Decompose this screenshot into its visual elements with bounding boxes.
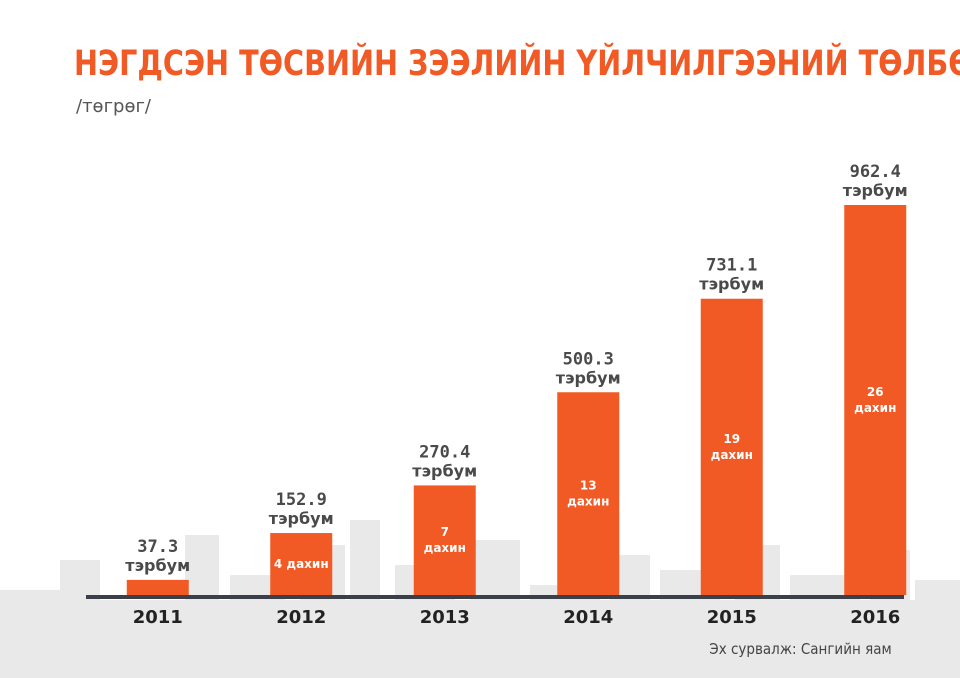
city-skyline-background bbox=[0, 520, 960, 678]
x-tick-label: 2016 bbox=[850, 607, 900, 628]
x-tick-label: 2013 bbox=[420, 607, 470, 628]
x-tick-label: 2015 bbox=[707, 607, 757, 628]
unit-label: тэрбум bbox=[412, 461, 477, 480]
x-tick-label: 2011 bbox=[133, 607, 183, 628]
bar bbox=[413, 485, 476, 595]
multiplier-label: 7 bbox=[441, 525, 449, 539]
bar bbox=[844, 205, 907, 595]
data-label: 270.4 bbox=[419, 442, 470, 462]
multiplier-label: дахин bbox=[424, 541, 466, 555]
data-label: 731.1 bbox=[706, 256, 757, 276]
data-label: 500.3 bbox=[563, 349, 614, 369]
x-tick-labels: 2011 2012 2013 2014 2015 2016 bbox=[133, 607, 901, 628]
bar bbox=[557, 392, 620, 595]
multiplier-label: 13 bbox=[580, 479, 597, 493]
multiplier-label: 19 bbox=[723, 432, 740, 446]
skyline-ground bbox=[0, 600, 960, 678]
multiplier-label: 4 дахин bbox=[274, 557, 329, 571]
unit-label: тэрбум bbox=[556, 368, 621, 387]
bar bbox=[700, 298, 763, 595]
multiplier-label: дахин bbox=[711, 448, 753, 462]
multiplier-label: 26 bbox=[867, 385, 884, 399]
unit-label: тэрбум bbox=[269, 509, 334, 528]
chart-subtitle: /төгрөг/ bbox=[76, 96, 151, 117]
bar bbox=[126, 579, 189, 595]
x-tick-label: 2014 bbox=[563, 607, 613, 628]
data-label: 962.4 bbox=[850, 162, 901, 182]
chart-title: НЭГДСЭН ТӨСВИЙН ЗЭЭЛИЙН ҮЙЛЧИЛГЭЭНИЙ ТӨЛ… bbox=[74, 44, 960, 84]
data-label: 37.3 bbox=[137, 537, 178, 557]
multiplier-label: дахин bbox=[854, 401, 896, 415]
bar bbox=[270, 533, 333, 595]
source-note: Эх сурвалж: Сангийн яам bbox=[709, 640, 892, 658]
multiplier-label: дахин bbox=[567, 495, 609, 509]
data-label: 152.9 bbox=[276, 490, 327, 510]
unit-label: тэрбум bbox=[125, 556, 190, 575]
x-tick-label: 2012 bbox=[276, 607, 326, 628]
unit-label: тэрбум bbox=[843, 181, 908, 200]
unit-label: тэрбум bbox=[699, 275, 764, 294]
